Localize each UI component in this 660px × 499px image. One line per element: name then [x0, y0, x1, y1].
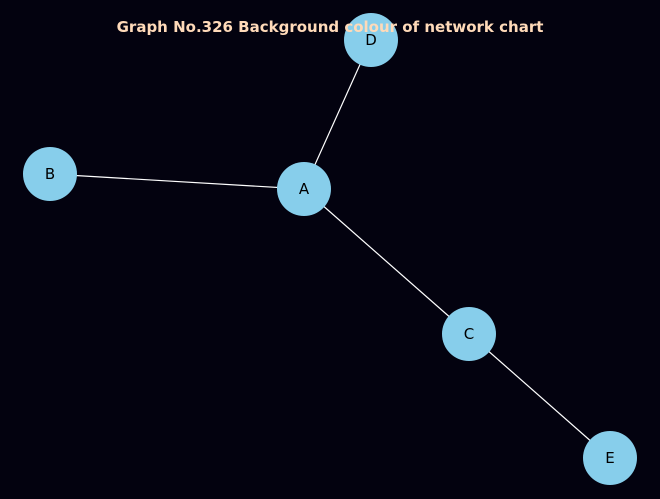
- chart-title: Graph No.326 Background colour of networ…: [117, 18, 544, 36]
- edge-a-d: [303, 39, 372, 190]
- edge-a-b: [49, 173, 305, 190]
- nodes-layer: A B C D E: [23, 13, 637, 485]
- node-circle-b: [23, 147, 77, 201]
- node-d: D: [344, 13, 398, 67]
- edge-a-c: [303, 188, 470, 335]
- node-e: E: [583, 431, 637, 485]
- node-label-d: D: [365, 31, 377, 49]
- node-a: A: [277, 162, 331, 216]
- edge-c-e: [468, 333, 611, 459]
- node-circle-c: [442, 307, 496, 361]
- node-b: B: [23, 147, 77, 201]
- node-label-c: C: [464, 325, 474, 343]
- node-circle-a: [277, 162, 331, 216]
- node-label-a: A: [299, 180, 310, 198]
- edges-layer: [49, 39, 611, 459]
- node-circle-d: [344, 13, 398, 67]
- node-label-e: E: [605, 449, 614, 467]
- node-circle-e: [583, 431, 637, 485]
- node-label-b: B: [45, 165, 55, 183]
- node-c: C: [442, 307, 496, 361]
